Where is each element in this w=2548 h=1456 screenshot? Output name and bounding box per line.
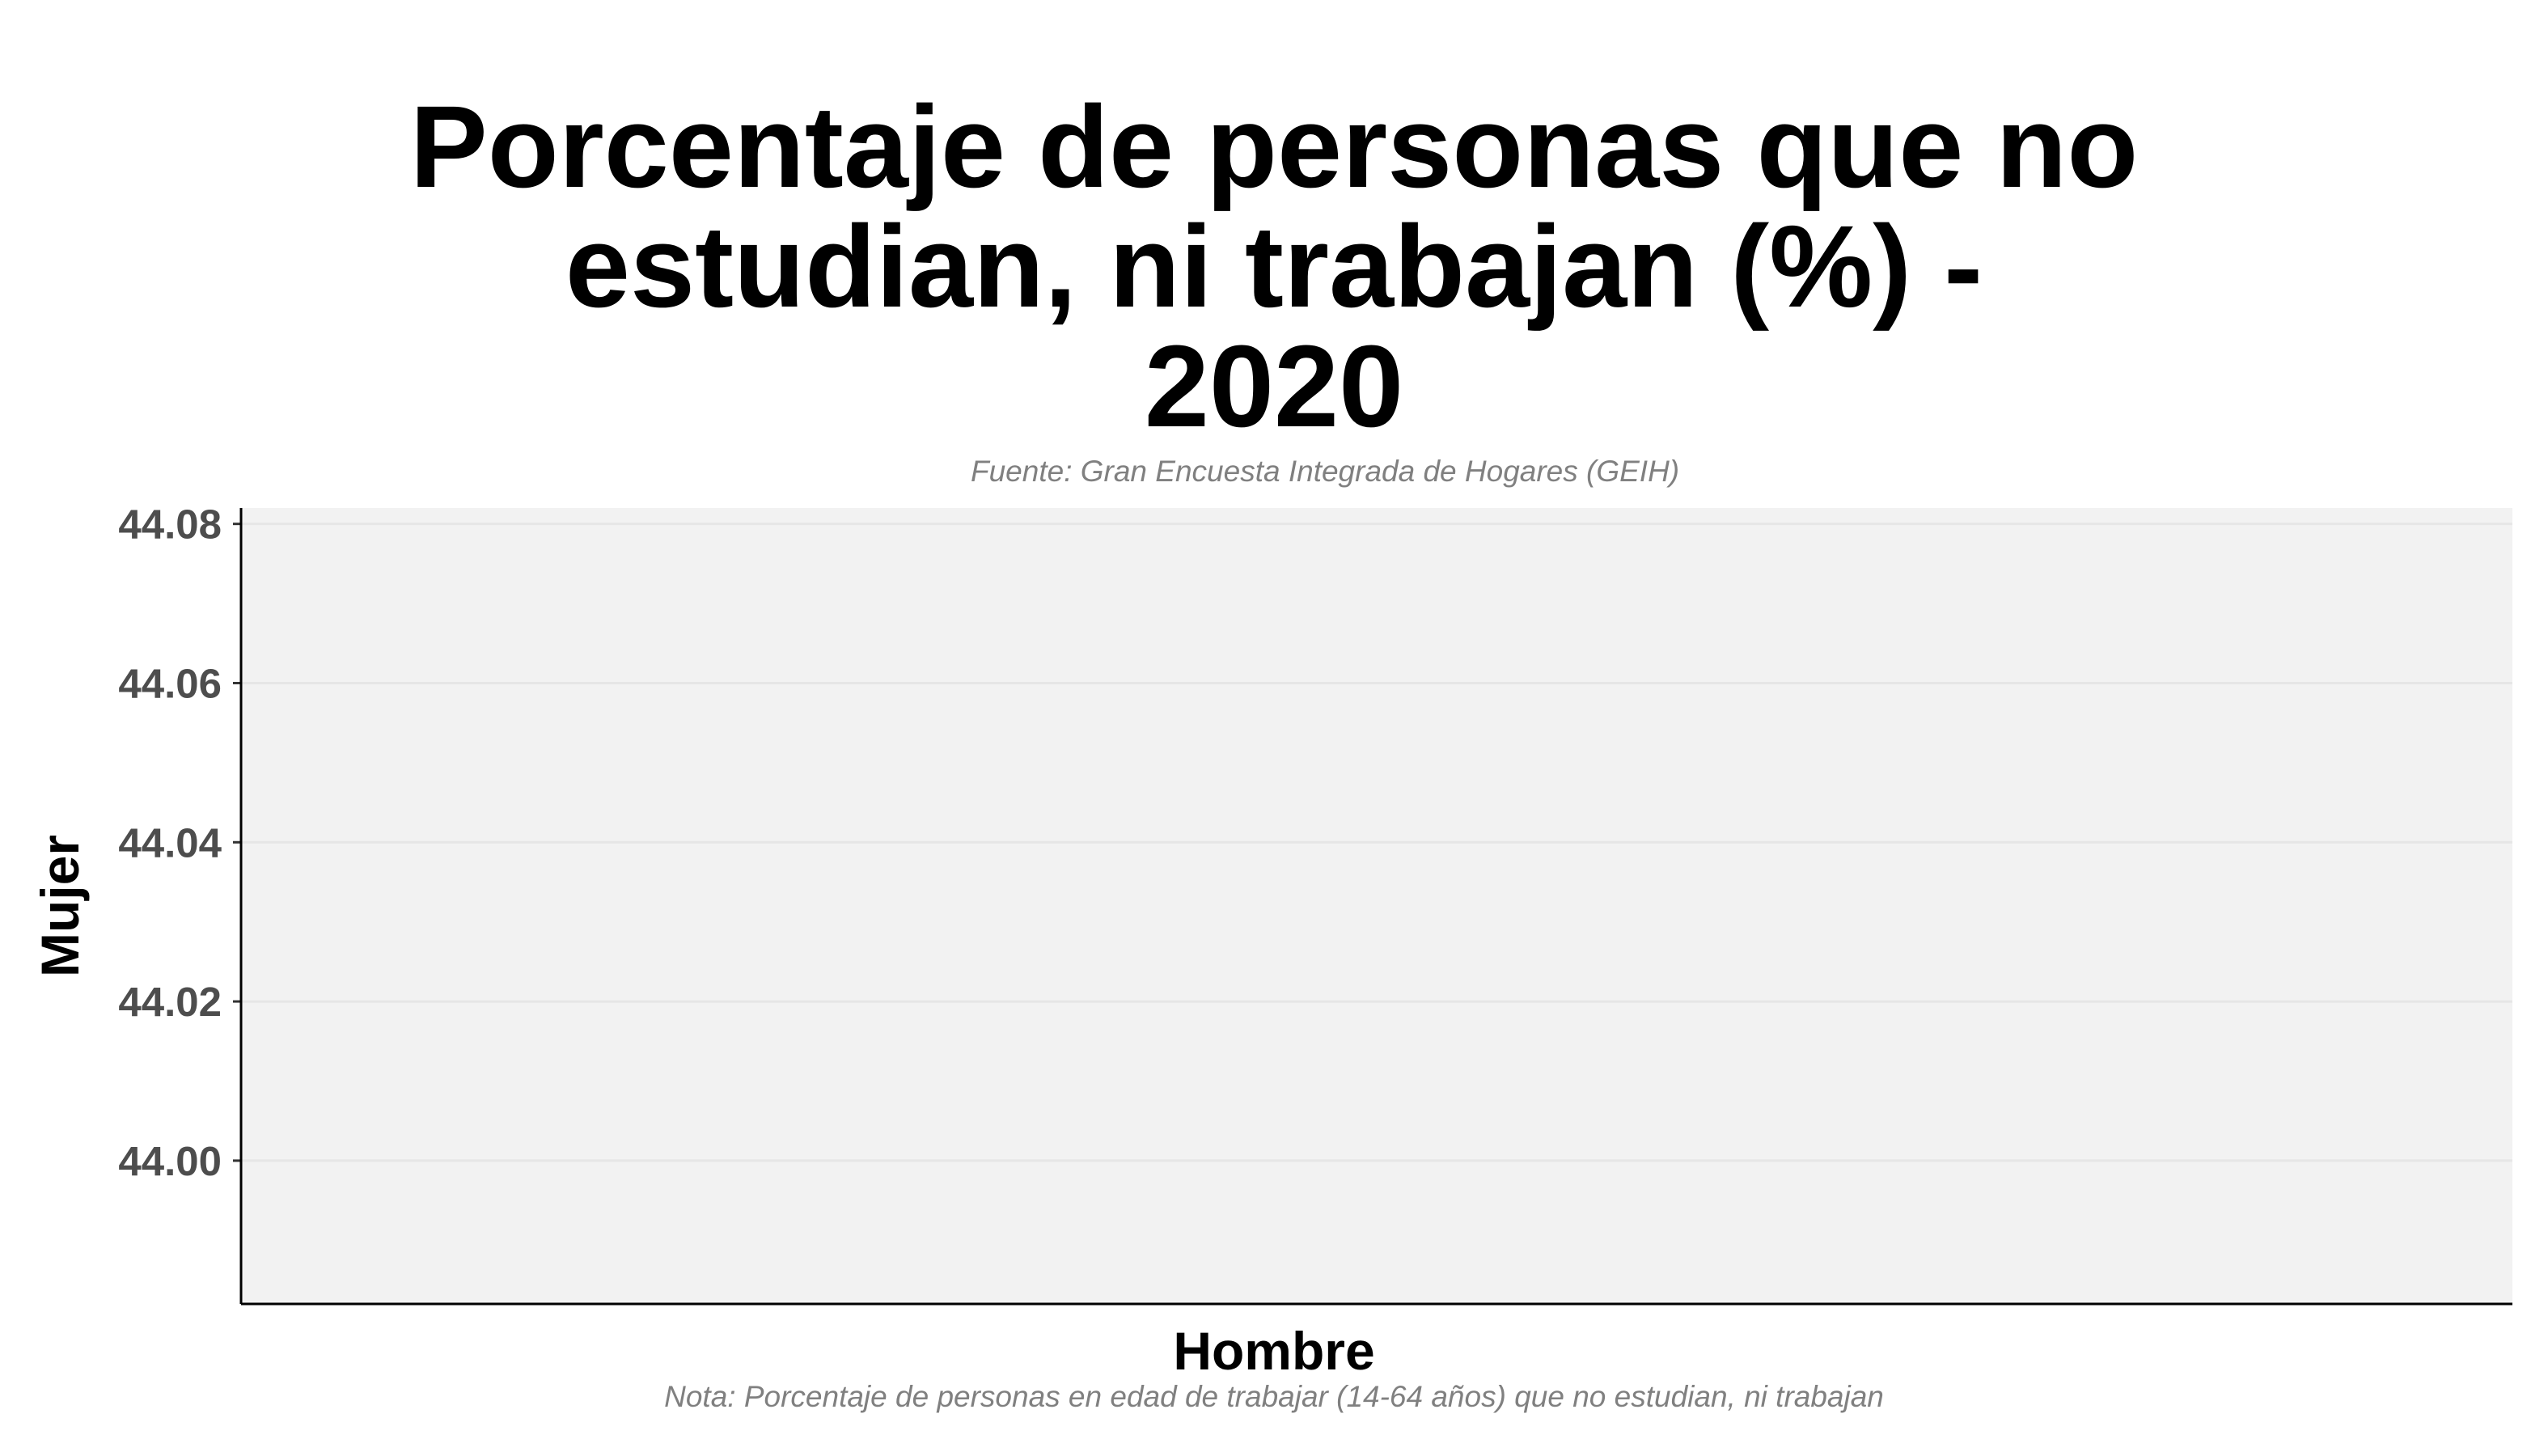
chart-title-line-1: Porcentaje de personas que no xyxy=(409,82,2139,212)
y-tick-label-4: 44.08 xyxy=(118,502,222,548)
y-tick-label-3: 44.06 xyxy=(118,660,222,706)
chart-subtitle-text: Fuente: Gran Encuesta Integrada de Hogar… xyxy=(971,455,1680,488)
y-tick-label-1: 44.02 xyxy=(118,979,222,1025)
y-axis-label: Mujer xyxy=(30,834,90,978)
plot-panel xyxy=(241,508,2512,1304)
y-tick-label-0: 44.00 xyxy=(118,1138,222,1184)
gridlines xyxy=(241,523,2512,1162)
x-axis-label: Hombre xyxy=(1173,1321,1375,1381)
y-tick-label-2: 44.04 xyxy=(118,819,222,866)
chart-title-line-2: estudian, ni trabajan (%) - xyxy=(565,201,1983,332)
chart-title-line-3: 2020 xyxy=(1144,321,1404,451)
chart-title: Porcentaje de personas que no estudian, … xyxy=(0,87,2548,447)
y-axis-ticks: 44.00 44.02 44.04 44.06 44.08 xyxy=(118,502,241,1184)
chart-caption: Nota: Porcentaje de personas en edad de … xyxy=(664,1380,1884,1413)
